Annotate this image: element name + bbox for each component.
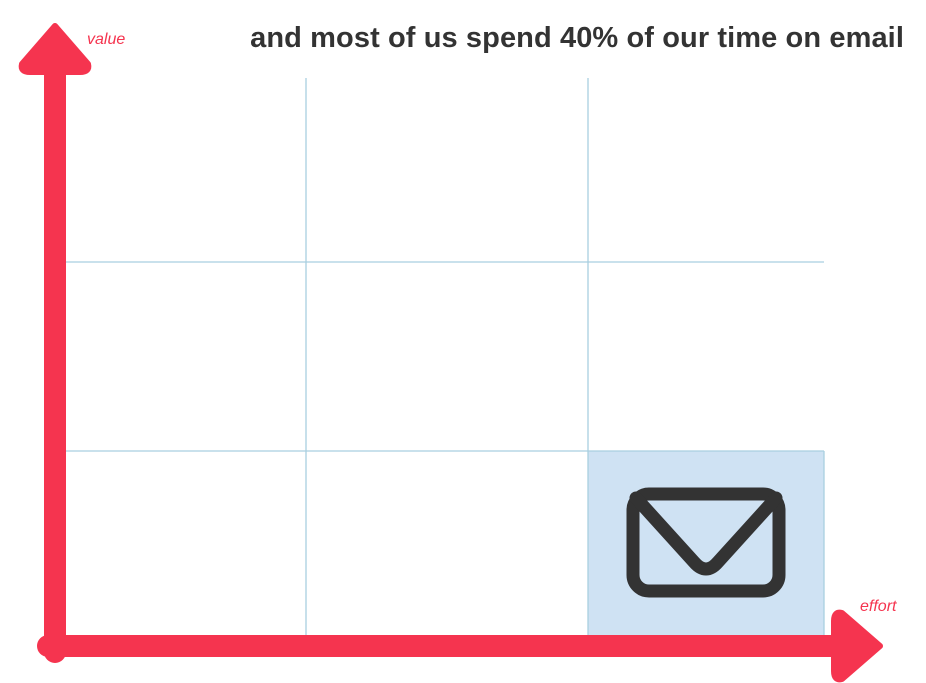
y-axis-label: value [87,31,126,48]
y-axis-arrow [18,23,92,663]
slide-headline: and most of us spend 40% of our time on … [250,22,904,54]
x-axis-label: effort [860,598,897,615]
x-axis-arrow [37,609,883,683]
envelope-icon [626,487,786,598]
grid-lines [66,78,825,636]
highlighted-cell-email [588,451,824,636]
